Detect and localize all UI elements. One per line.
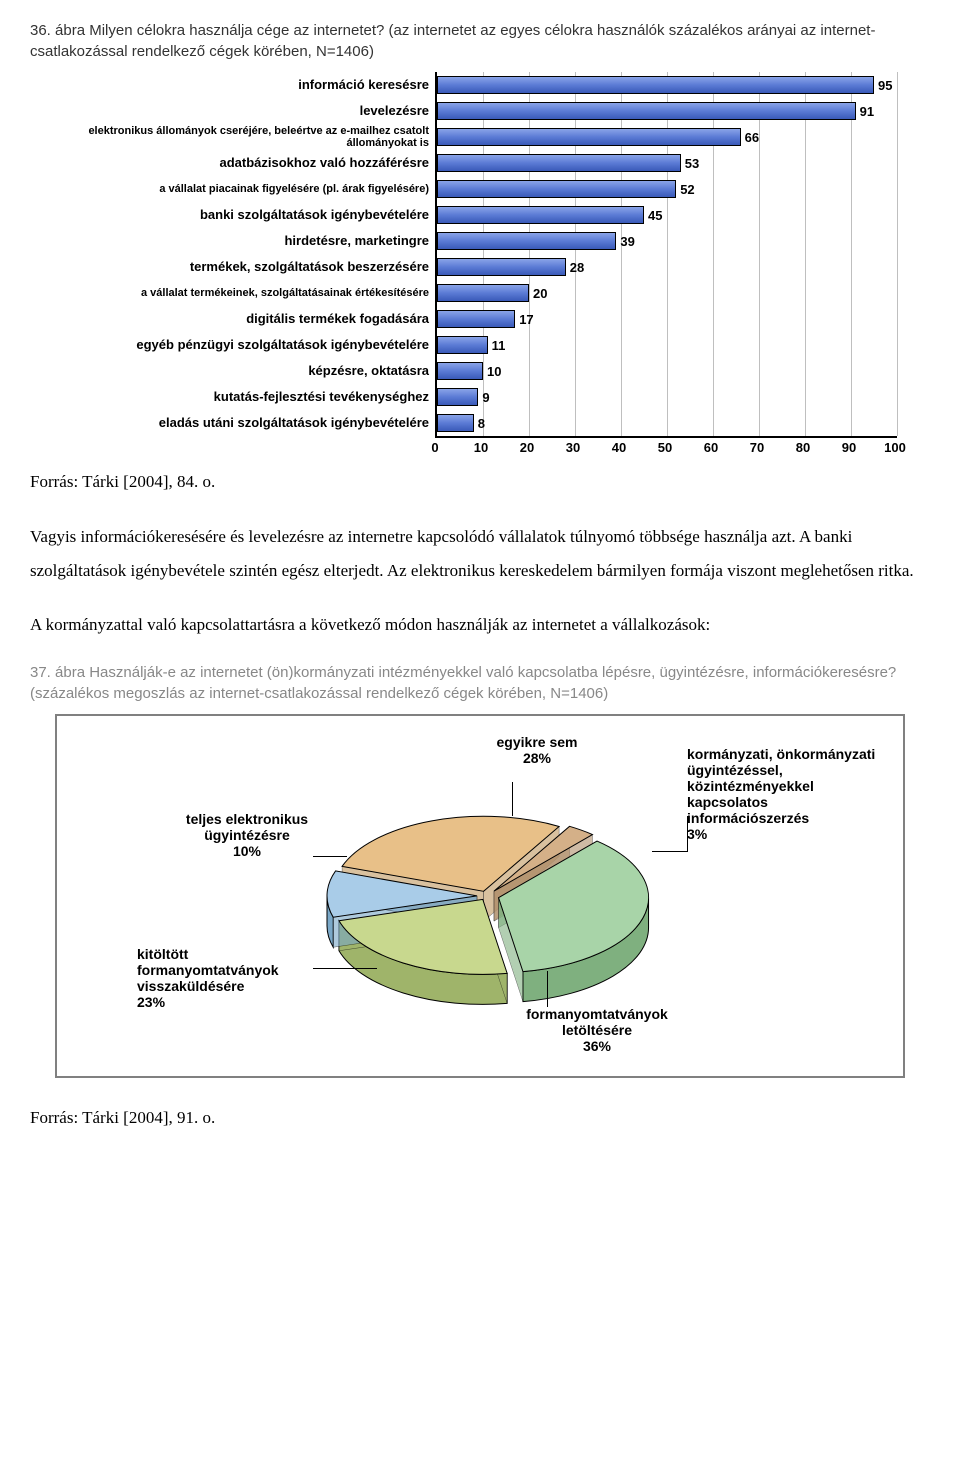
bar-row: 95: [437, 72, 897, 98]
bar-value: 11: [492, 338, 506, 353]
bar-row: 53: [437, 150, 897, 176]
bar: [437, 232, 616, 250]
chart2-source: Forrás: Tárki [2004], 91. o.: [30, 1108, 930, 1128]
bar: [437, 102, 856, 120]
pie-chart-svg: [307, 796, 667, 1016]
bar-chart-x-axis: 0102030405060708090100: [435, 438, 895, 458]
bar-value: 20: [533, 286, 547, 301]
bar: [437, 414, 474, 432]
x-tick: 80: [796, 440, 810, 455]
bar-category-label: eladás utáni szolgáltatások igénybevétel…: [55, 410, 435, 436]
bar-value: 53: [685, 156, 699, 171]
bar-row: 39: [437, 228, 897, 254]
x-tick: 60: [704, 440, 718, 455]
bar: [437, 128, 741, 146]
bar-chart-labels: információ keresésrelevelezésreelektroni…: [55, 72, 435, 438]
bar-category-label: a vállalat piacainak figyelésére (pl. ár…: [55, 176, 435, 202]
bar-value: 45: [648, 208, 662, 223]
pie-label-teljes: teljes elektronikus ügyintézésre10%: [167, 811, 327, 859]
bar-category-label: kutatás-fejlesztési tevékenységhez: [55, 384, 435, 410]
bar-value: 91: [860, 104, 874, 119]
x-tick: 70: [750, 440, 764, 455]
bar-value: 28: [570, 260, 584, 275]
chart2-title: 37. ábra Használják-e az internetet (ön)…: [30, 662, 930, 704]
x-tick: 100: [884, 440, 906, 455]
bar-category-label: információ keresésre: [55, 72, 435, 98]
bar-row: 45: [437, 202, 897, 228]
bar-category-label: hirdetésre, marketingre: [55, 228, 435, 254]
bar-category-label: egyéb pénzügyi szolgáltatások igénybevét…: [55, 332, 435, 358]
pie-label-kormanyzati: kormányzati, önkormányzati ügyintézéssel…: [687, 746, 887, 843]
bar-row: 9: [437, 384, 897, 410]
bar-category-label: elektronikus állományok cseréjére, beleé…: [55, 124, 435, 150]
bar-row: 91: [437, 98, 897, 124]
bar-value: 17: [519, 312, 533, 327]
x-tick: 10: [474, 440, 488, 455]
chart1-source: Forrás: Tárki [2004], 84. o.: [30, 472, 930, 492]
bar: [437, 206, 644, 224]
bar-value: 66: [745, 130, 759, 145]
bar-row: 66: [437, 124, 897, 150]
bar-row: 11: [437, 332, 897, 358]
bar-row: 20: [437, 280, 897, 306]
bar-row: 10: [437, 358, 897, 384]
bar-value: 9: [482, 390, 489, 405]
paragraph-1: Vagyis információkeresésére és levelezés…: [30, 520, 930, 588]
bar-value: 8: [478, 416, 485, 431]
bar: [437, 336, 488, 354]
bar: [437, 310, 515, 328]
x-tick: 40: [612, 440, 626, 455]
bar: [437, 284, 529, 302]
bar-chart: információ keresésrelevelezésreelektroni…: [55, 72, 905, 458]
bar: [437, 258, 566, 276]
bar-row: 28: [437, 254, 897, 280]
bar: [437, 76, 874, 94]
pie-label-letoltesere: formanyomtatványok letöltésére36%: [497, 1006, 697, 1054]
pie-label-kitoltott: kitöltött formanyomtatványok visszaküldé…: [137, 946, 317, 1010]
x-tick: 50: [658, 440, 672, 455]
bar-category-label: levelezésre: [55, 98, 435, 124]
bar-category-label: a vállalat termékeinek, szolgáltatásaina…: [55, 280, 435, 306]
pie-chart: egyikre sem28% kormányzati, önkormányzat…: [55, 714, 905, 1078]
bar-category-label: digitális termékek fogadására: [55, 306, 435, 332]
bar-category-label: banki szolgáltatások igénybevételére: [55, 202, 435, 228]
bar-chart-plot: 95 91 66 53 52 45 39 28 2017 11 10 9 8: [435, 72, 897, 438]
bar-category-label: adatbázisokhoz való hozzáférésre: [55, 150, 435, 176]
bar-value: 39: [620, 234, 634, 249]
x-tick: 0: [431, 440, 438, 455]
bar-category-label: képzésre, oktatásra: [55, 358, 435, 384]
x-tick: 90: [842, 440, 856, 455]
bar-category-label: termékek, szolgáltatások beszerzésére: [55, 254, 435, 280]
bar: [437, 180, 676, 198]
bar-value: 10: [487, 364, 501, 379]
chart1-title: 36. ábra Milyen célokra használja cége a…: [30, 20, 930, 62]
bar: [437, 388, 478, 406]
bar-row: 8: [437, 410, 897, 436]
bar-value: 95: [878, 78, 892, 93]
bar-value: 52: [680, 182, 694, 197]
bar-row: 52: [437, 176, 897, 202]
paragraph-2: A kormányzattal való kapcsolattartásra a…: [30, 608, 930, 642]
x-tick: 20: [520, 440, 534, 455]
bar: [437, 154, 681, 172]
pie-label-egyikre-sem: egyikre sem28%: [477, 734, 597, 766]
bar-row: 17: [437, 306, 897, 332]
bar: [437, 362, 483, 380]
x-tick: 30: [566, 440, 580, 455]
